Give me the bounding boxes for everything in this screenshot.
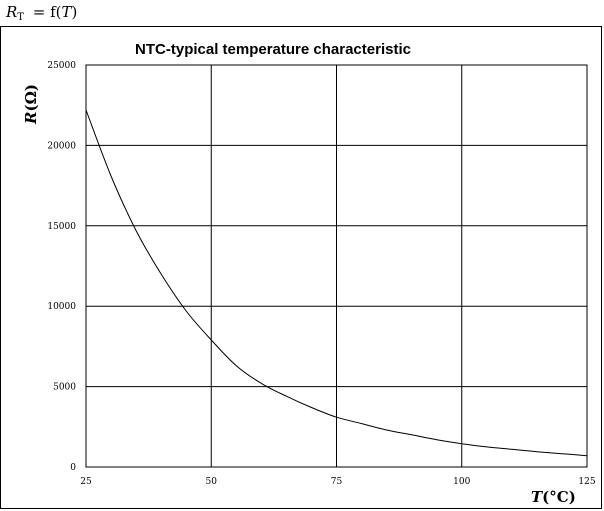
resistance-curve [85,109,588,457]
x-tick-label: 100 [453,477,470,487]
y-tick-label: 15000 [47,222,76,232]
chart-title: NTC-typical temperature characteristic [135,41,411,58]
y-axis-unit: (Ω) [22,84,40,112]
formula-subscript: T [17,12,24,23]
grid [85,64,588,468]
x-axis-unit: (°C) [542,488,576,506]
y-tick-label: 0 [70,463,76,473]
y-axis-var: R [22,112,40,125]
y-tick-label: 10000 [47,302,76,312]
x-tick-label: 50 [206,477,218,487]
formula-equals: = f( [27,3,62,21]
x-tick-label: 25 [80,477,92,487]
x-tick-labels: 25 50 75 100 125 [80,477,596,487]
formula-label: RT = f(T) [6,3,78,23]
y-tick-label: 20000 [47,141,76,151]
x-axis-var: T [531,488,544,506]
y-axis-label: R(Ω) [22,84,40,125]
y-tick-labels: 0 5000 10000 15000 20000 25000 [47,61,76,473]
formula-close: ) [71,3,78,21]
x-axis-label: T(°C) [531,488,576,506]
y-tick-label: 5000 [53,383,76,393]
ntc-chart: NTC-typical temperature characteristic 0… [22,41,596,506]
y-tick-label: 25000 [47,61,76,71]
formula-symbol: R [6,3,18,21]
plot-area [85,64,588,468]
x-tick-label: 125 [578,477,595,487]
chart-frame: NTC-typical temperature characteristic 0… [0,26,602,509]
x-tick-label: 75 [331,477,343,487]
formula-variable: T [61,3,72,21]
